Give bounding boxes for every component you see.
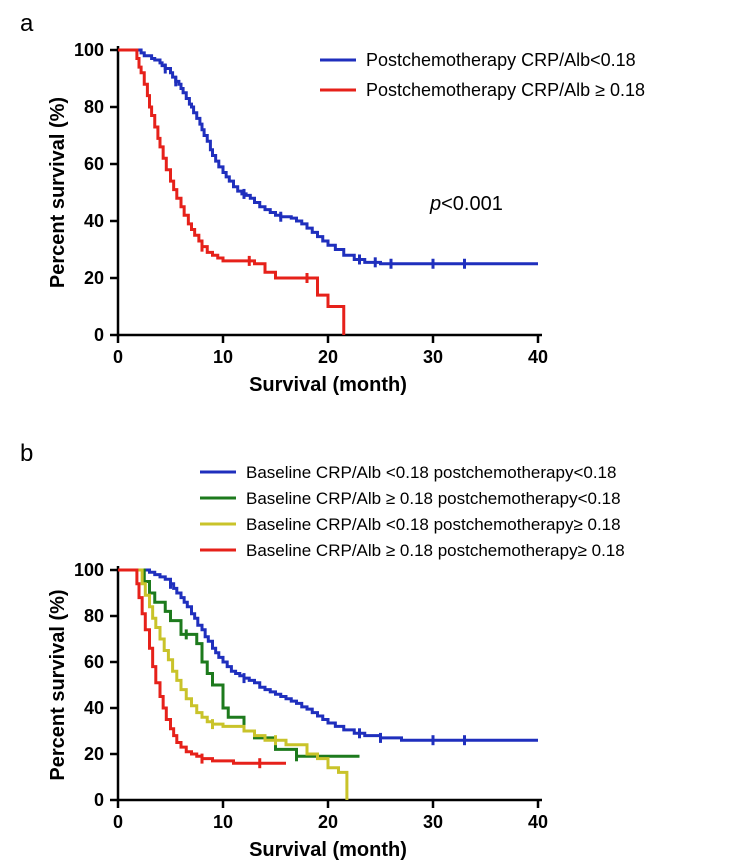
svg-text:Baseline CRP/Alb <0.18 postch: Baseline CRP/Alb <0.18 postchemotherapy≥… [246, 515, 621, 534]
svg-text:10: 10 [213, 347, 233, 367]
svg-text:80: 80 [84, 97, 104, 117]
svg-text:40: 40 [528, 347, 548, 367]
svg-text:Baseline CRP/Alb ≥ 0.18 postc: Baseline CRP/Alb ≥ 0.18 postchemotherapy… [246, 489, 621, 508]
svg-text:10: 10 [213, 812, 233, 832]
panel-a-chart: 0 20 40 60 80 100 0 10 20 30 40 Survival (month) Per… [20, 10, 715, 420]
svg-text:60: 60 [84, 652, 104, 672]
panel-a: a 020406080100010203040Survival (month)P… [20, 10, 715, 420]
svg-text:60: 60 [84, 154, 104, 174]
svg-text:30: 30 [423, 347, 443, 367]
svg-text:40: 40 [84, 211, 104, 231]
svg-text:Baseline CRP/Alb ≥ 0.18 postch: Baseline CRP/Alb ≥ 0.18 postchemotherapy… [246, 541, 625, 560]
svg-text:0: 0 [94, 325, 104, 345]
svg-text:Survival (month): Survival (month) [249, 374, 407, 396]
svg-text:20: 20 [84, 744, 104, 764]
svg-text:40: 40 [528, 812, 548, 832]
svg-text:0: 0 [113, 347, 123, 367]
svg-text:20: 20 [84, 268, 104, 288]
svg-text:Survival (month): Survival (month) [249, 839, 407, 861]
svg-text:Percent survival (%): Percent survival (%) [47, 97, 69, 288]
panel-b: b 020406080100010203040Survival (month)P… [20, 440, 715, 855]
svg-text:Baseline CRP/Alb <0.18 postche: Baseline CRP/Alb <0.18 postchemotherapy<… [246, 463, 616, 482]
svg-text:Postchemotherapy CRP/Alb<0.18: Postchemotherapy CRP/Alb<0.18 [366, 50, 636, 70]
svg-text:0: 0 [94, 790, 104, 810]
svg-text:Postchemotherapy CRP/Alb ≥ 0.1: Postchemotherapy CRP/Alb ≥ 0.18 [366, 80, 645, 100]
svg-text:80: 80 [84, 606, 104, 626]
svg-text:20: 20 [318, 347, 338, 367]
svg-text:30: 30 [423, 812, 443, 832]
panel-b-chart: 020406080100010203040Survival (month)Per… [20, 440, 715, 855]
svg-text:100: 100 [74, 560, 104, 580]
svg-text:40: 40 [84, 698, 104, 718]
svg-text:0: 0 [113, 812, 123, 832]
svg-text:100: 100 [74, 40, 104, 60]
svg-text:Percent survival (%): Percent survival (%) [47, 589, 69, 780]
svg-text:20: 20 [318, 812, 338, 832]
svg-text:p<0.001: p<0.001 [429, 193, 503, 215]
